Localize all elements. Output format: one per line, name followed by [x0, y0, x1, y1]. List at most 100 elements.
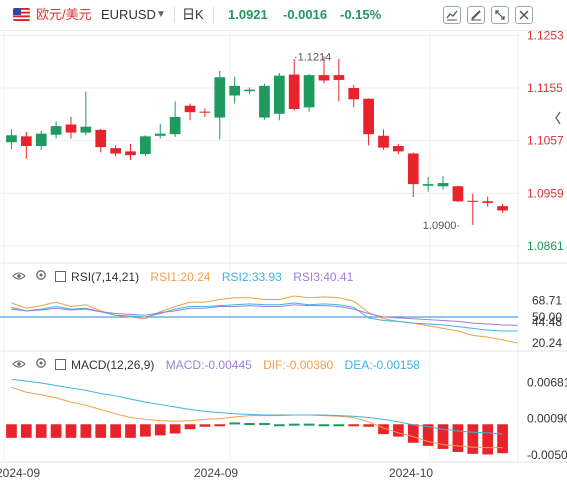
close-icon[interactable] — [515, 6, 533, 24]
dea-line — [11, 378, 503, 435]
dif-line — [11, 386, 503, 449]
macd-bar — [154, 424, 166, 436]
eye-icon[interactable] — [12, 270, 29, 284]
macd-bar — [437, 424, 449, 449]
price-tick-label: 1.1057 — [527, 134, 564, 148]
candle-body — [110, 148, 121, 154]
price-change: -0.0016 — [283, 7, 328, 22]
price-tick-label: 1.0861 — [527, 239, 564, 253]
divider — [174, 7, 175, 23]
candle-body — [229, 85, 241, 96]
candle-body — [140, 136, 151, 155]
rsi-tick-label: 68.71 — [532, 294, 562, 308]
macd-bar — [65, 424, 77, 438]
macd-bar — [169, 424, 181, 434]
candle-body — [422, 184, 434, 186]
eye-icon[interactable] — [12, 358, 29, 372]
expand-icon[interactable] — [491, 6, 509, 24]
pencil-icon[interactable] — [467, 6, 485, 24]
price-change-percent: -0.15% — [340, 7, 382, 22]
candle-body — [80, 126, 92, 133]
settings-icon[interactable] — [35, 270, 50, 284]
caret-down-icon[interactable]: ▼ — [156, 9, 166, 20]
macd-bar — [393, 424, 404, 437]
candle-body — [169, 117, 181, 135]
candle-body — [95, 129, 107, 148]
candle-body — [35, 133, 47, 146]
macd-header: MACD(12,26,9) MACD:-0.00445 DIF:-0.00380… — [0, 355, 428, 375]
macd-bar — [35, 424, 47, 438]
symbol-code[interactable]: EURUSD — [101, 7, 156, 22]
chart-toolbar: 欧元/美元 EURUSD ▼ 日K 1.0921 -0.0016 -0.15% — [0, 0, 567, 31]
candle-body — [482, 201, 494, 203]
divider — [213, 7, 214, 23]
macd-bar — [50, 424, 62, 438]
candle-body — [199, 111, 211, 113]
macd-bar — [244, 423, 255, 426]
candle-body — [303, 75, 315, 108]
candle-body — [154, 133, 166, 136]
rsi-tick-label: 20.24 — [532, 336, 562, 350]
line-chart-icon[interactable] — [443, 6, 461, 24]
collapse-arrow-icon[interactable] — [555, 111, 561, 125]
macd-bar — [452, 424, 464, 452]
rsi-tick-label: 44.48 — [532, 315, 562, 329]
price-tick-label: 1.0959 — [527, 186, 564, 200]
candle-body — [467, 200, 479, 202]
macd-bar — [229, 422, 241, 425]
macd-tick-label: 0.00681 — [527, 375, 567, 389]
candle-body — [363, 98, 374, 135]
macd-bar — [378, 424, 389, 435]
candle-body — [452, 186, 464, 202]
macd-bar — [214, 424, 226, 427]
macd-bar — [259, 423, 270, 426]
indicator-box-icon[interactable] — [54, 359, 66, 370]
macd-bar — [482, 424, 494, 455]
candle-body — [437, 183, 449, 187]
macd-bar — [110, 424, 121, 438]
price-tick-label: 1.1253 — [527, 30, 564, 42]
macd-bar — [125, 424, 136, 438]
candle-body — [348, 88, 360, 100]
candle-body — [273, 75, 285, 114]
candle-body — [50, 126, 62, 135]
macd-value: MACD:-0.00445 — [165, 358, 252, 372]
price-tick-label: 1.1155 — [527, 81, 563, 95]
last-price: 1.0921 — [228, 7, 268, 22]
rsi-header: RSI(7,14,21) RSI1:20.24 RSI2:33.93 RSI3:… — [0, 267, 361, 287]
settings-icon[interactable] — [35, 358, 50, 372]
candle-body — [259, 85, 270, 118]
macd-bar — [303, 423, 315, 426]
candle-body — [184, 105, 196, 113]
candle-body — [407, 153, 419, 185]
symbol-name-cn[interactable]: 欧元/美元 — [36, 7, 92, 22]
x-tick-label: 2024-10 — [389, 466, 433, 480]
x-tick-label: 2024-09 — [0, 466, 40, 480]
macd-bar — [273, 424, 285, 427]
macd-bar — [140, 424, 151, 437]
macd-label: MACD(12,26,9) — [71, 358, 155, 372]
macd-bar — [363, 424, 374, 427]
candlestick-chart[interactable]: 1.1253 1.1155 1.1057 1.0959 1.0861 68.71 50.0… — [0, 30, 567, 488]
macd-bar — [199, 424, 211, 427]
macd-bar — [95, 424, 107, 438]
macd-bar — [184, 424, 196, 430]
candle-body — [6, 135, 17, 143]
rsi1-line — [11, 295, 518, 344]
macd-bar — [333, 424, 345, 427]
dea-value: DEA:-0.00158 — [344, 358, 420, 372]
macd-bar — [80, 424, 92, 438]
macd-bar — [6, 424, 17, 438]
macd-bar — [407, 424, 419, 443]
candle-body — [318, 75, 330, 81]
rsi-label: RSI(7,14,21) — [71, 270, 140, 284]
macd-bar — [318, 424, 330, 427]
indicator-box-icon[interactable] — [54, 271, 66, 282]
candle-body — [65, 124, 77, 133]
candle-body — [125, 151, 136, 156]
rsi3-value: RSI3:40.41 — [293, 270, 354, 284]
candle-body — [393, 146, 404, 152]
rsi3-line — [11, 304, 518, 326]
period-selector[interactable]: 日K — [182, 7, 204, 22]
